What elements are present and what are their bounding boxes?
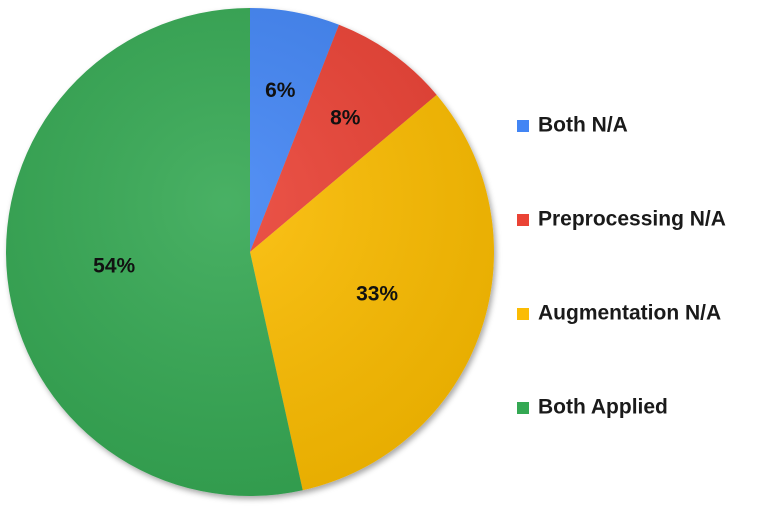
legend-label: Augmentation N/A (538, 302, 721, 325)
legend-swatch (517, 120, 529, 132)
legend-item-both-n-a: Both N/A (517, 114, 628, 137)
pie-slices (6, 8, 494, 497)
legend-label: Preprocessing N/A (538, 208, 726, 231)
legend-item-both-applied: Both Applied (517, 396, 668, 419)
slice-value-label-augmentation-n-a: 33% (356, 283, 398, 306)
slice-value-label-both-n-a: 6% (265, 79, 296, 102)
legend-swatch (517, 214, 529, 226)
legend: Both N/A Preprocessing N/A Augmentation N/… (517, 114, 726, 419)
legend-item-augmentation-n-a: Augmentation N/A (517, 302, 721, 325)
legend-label: Both N/A (538, 114, 628, 137)
slice-value-label-both-applied: 54% (93, 254, 135, 277)
legend-item-preprocessing-n-a: Preprocessing N/A (517, 208, 726, 231)
slice-value-labels: 6% 8% 33% 54% (93, 79, 398, 306)
legend-swatch (517, 308, 529, 320)
legend-swatch (517, 402, 529, 414)
legend-label: Both Applied (538, 396, 668, 419)
slice-value-label-preprocessing-n-a: 8% (330, 107, 361, 130)
